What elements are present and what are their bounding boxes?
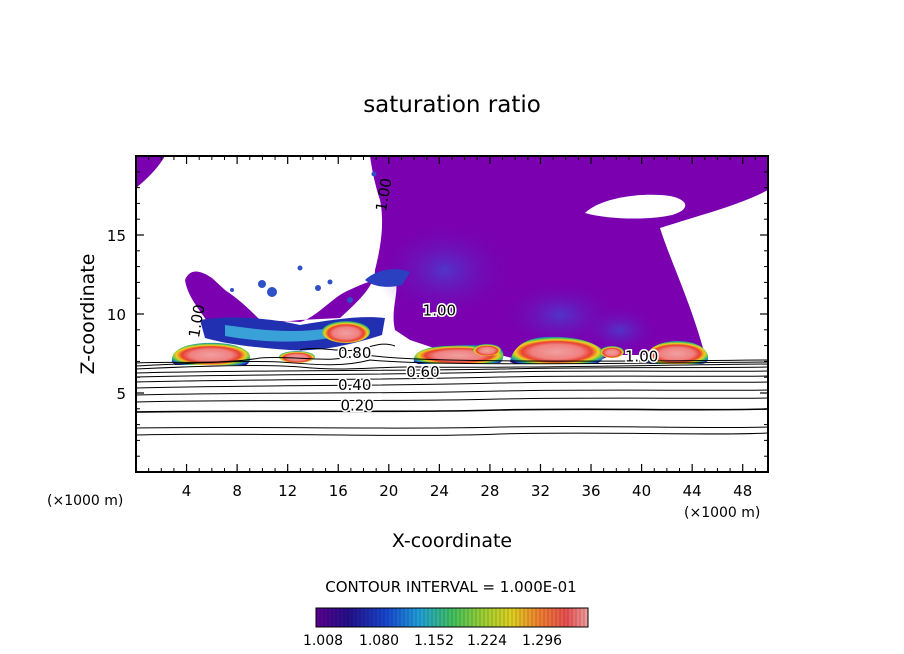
colorbar-label: 1.080 [359,633,399,649]
x-unit-left: (×1000 m) [47,493,123,509]
colorbar-label: 1.224 [467,633,507,649]
contour-label: 1.00 [372,177,396,213]
cell-1 [171,342,251,365]
colorbar-label: 1.152 [414,633,454,649]
x-tick-label: 16 [329,482,348,500]
cell-3 [510,336,604,364]
colorbar-label: 1.008 [303,633,343,649]
cell-5 [322,321,370,343]
cloud-corner [136,156,165,188]
colorbar-label: 1.296 [522,633,562,649]
y-tick-label: 15 [107,227,126,245]
contour-interval-text: CONTOUR INTERVAL = 1.000E-01 [325,578,576,596]
x-axis-ticks: 4 8 12 16 20 24 28 32 36 40 44 48 [148,156,756,500]
cell-4 [645,341,709,364]
chart-title: saturation ratio [363,92,541,118]
x-tick-label: 4 [182,482,192,500]
contour-label: 1.00 [625,347,658,365]
x-tick-label: 36 [581,482,600,500]
x-tick-label: 20 [379,482,398,500]
contour-label: 0.60 [406,363,439,381]
plume-dark-1 [375,220,515,320]
contour-labels: 0.20 0.40 0.60 0.80 1.00 1.00 1.00 1.00 [185,177,660,416]
cell-7 [473,344,501,356]
plume-dark-3 [580,305,660,355]
cell-8 [600,346,624,358]
y-tick-label: 5 [116,385,126,403]
cloud-streak-mid [225,325,330,342]
x-tick-label: 24 [430,482,449,500]
contour-label: 0.20 [340,396,373,414]
colorbar [315,607,589,628]
x-tick-label: 8 [232,482,242,500]
contour-label: 1.00 [185,303,209,339]
contour-label: 0.40 [338,376,371,394]
colorbar-labels: 1.008 1.080 1.152 1.224 1.296 [303,633,562,649]
x-tick-label: 28 [480,482,499,500]
colorbar-stripes [319,608,585,627]
cell-6 [279,351,315,363]
x-tick-label: 48 [733,482,752,500]
scattered-cloud-bits [230,171,377,303]
x-tick-label: 32 [531,482,550,500]
x-unit-right: (×1000 m) [684,505,760,521]
contour-label: 1.00 [423,302,456,320]
y-axis-ticks: 5 10 15 [107,171,768,457]
y-tick-label: 10 [107,306,126,324]
plot-area [136,156,768,436]
cloud-fragment-upper [365,269,410,287]
contour-label: 0.80 [338,344,371,362]
clear-gap [585,194,686,219]
x-tick-label: 40 [632,482,651,500]
x-tick-label: 44 [683,482,702,500]
x-axis-label: X-coordinate [392,530,512,552]
x-tick-label: 12 [278,482,297,500]
contour-lines [136,343,768,436]
y-axis-label: Z-coordinate [77,254,99,375]
